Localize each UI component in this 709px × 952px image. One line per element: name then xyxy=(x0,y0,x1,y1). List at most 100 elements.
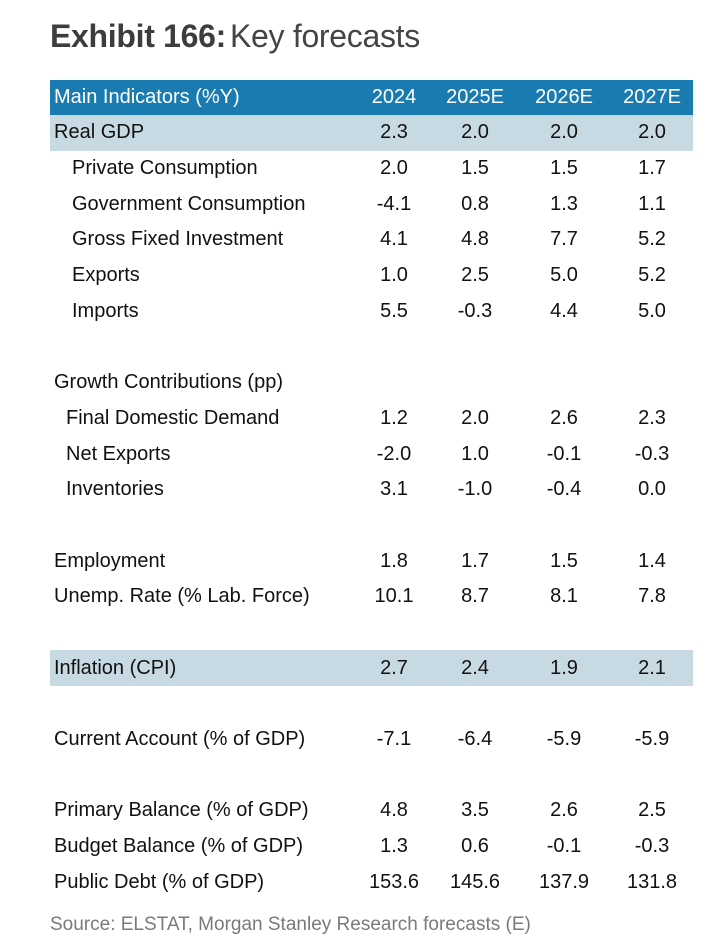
row-value: 2.6 xyxy=(550,799,578,822)
row-value: 131.8 xyxy=(626,870,678,893)
row-value: 2.3 xyxy=(380,121,408,144)
table-row: Public Debt (% of GDP) 153.6 145.6 137.9 131… xyxy=(50,864,693,900)
row-value: -7.1 xyxy=(376,728,412,751)
row-value: 145.6 xyxy=(449,870,501,893)
table-row: Gross Fixed Investment 4.1 4.8 7.7 5.2 xyxy=(50,222,693,258)
row-value: 1.1 xyxy=(638,192,666,215)
row-value: 0.6 xyxy=(461,835,489,858)
spacer-row xyxy=(50,686,693,722)
row-label: Net Exports xyxy=(66,442,171,465)
row-label: Imports xyxy=(72,299,139,322)
row-value: 1.0 xyxy=(380,264,408,287)
row-label: Unemp. Rate (% Lab. Force) xyxy=(54,585,310,608)
row-value: 1.3 xyxy=(550,192,578,215)
row-value: 1.4 xyxy=(638,549,666,572)
spacer-row xyxy=(50,757,693,793)
row-value: 2.0 xyxy=(380,157,408,180)
spacer-row xyxy=(50,508,693,544)
row-label: Government Consumption xyxy=(72,192,306,215)
row-value: -0.3 xyxy=(634,442,670,465)
row-value: -0.1 xyxy=(546,442,582,465)
row-value: -0.3 xyxy=(457,299,493,322)
row-label: Budget Balance (% of GDP) xyxy=(54,835,304,858)
table-header: Main Indicators (%Y) 2024 2025E 2026E 20… xyxy=(50,80,693,115)
row-value: -5.9 xyxy=(546,728,582,751)
row-label: Private Consumption xyxy=(72,157,258,180)
table-row: Final Domestic Demand 1.2 2.0 2.6 2.3 xyxy=(50,401,693,437)
row-label: Public Debt (% of GDP) xyxy=(54,870,265,893)
row-value: 2.6 xyxy=(550,406,578,429)
row-value: 5.0 xyxy=(550,264,578,287)
row-value: 1.0 xyxy=(461,442,489,465)
table-row: Government Consumption -4.1 0.8 1.3 1.1 xyxy=(50,186,693,222)
table-row: Exports 1.0 2.5 5.0 5.2 xyxy=(50,258,693,294)
table-row: Real GDP 2.3 2.0 2.0 2.0 xyxy=(50,115,693,151)
row-value: -0.1 xyxy=(546,835,582,858)
column-header: 2026E xyxy=(535,86,593,108)
row-label: Growth Contributions (pp) xyxy=(54,371,283,394)
table-row: Net Exports -2.0 1.0 -0.1 -0.3 xyxy=(50,436,693,472)
row-value: 2.5 xyxy=(638,799,666,822)
exhibit-number: Exhibit 166: xyxy=(50,18,227,54)
row-value: 1.5 xyxy=(550,157,578,180)
row-value: 1.9 xyxy=(550,656,578,679)
spacer-row xyxy=(50,329,693,365)
row-value: -0.3 xyxy=(634,835,670,858)
row-value: 4.8 xyxy=(461,228,489,251)
row-value: 3.5 xyxy=(461,799,489,822)
row-value: 4.8 xyxy=(380,799,408,822)
table-row: Private Consumption 2.0 1.5 1.5 1.7 xyxy=(50,151,693,187)
row-value: -1.0 xyxy=(457,478,493,501)
row-value: -4.1 xyxy=(376,192,412,215)
row-value: -6.4 xyxy=(457,728,493,751)
row-value: 5.5 xyxy=(380,299,408,322)
row-value: 2.5 xyxy=(461,264,489,287)
row-label: Real GDP xyxy=(54,121,145,144)
row-value: 153.6 xyxy=(368,870,420,893)
header-label: Main Indicators (%Y) xyxy=(54,86,240,108)
source-note: Source: ELSTAT, Morgan Stanley Research … xyxy=(50,914,531,935)
row-value: 4.4 xyxy=(550,299,578,322)
row-value: 1.7 xyxy=(638,157,666,180)
row-value: 1.2 xyxy=(380,406,408,429)
table-row: Employment 1.8 1.7 1.5 1.4 xyxy=(50,543,693,579)
table-row: Growth Contributions (pp) xyxy=(50,365,693,401)
row-label: Inventories xyxy=(66,478,164,501)
exhibit-heading: Key forecasts xyxy=(230,18,420,54)
table-row: Inventories 3.1 -1.0 -0.4 0.0 xyxy=(50,472,693,508)
row-value: 1.7 xyxy=(461,549,489,572)
table-row: Unemp. Rate (% Lab. Force) 10.1 8.7 8.1 7.8 xyxy=(50,579,693,615)
row-value: 2.0 xyxy=(638,121,666,144)
row-value: 10.1 xyxy=(374,585,414,608)
table-row: Imports 5.5 -0.3 4.4 5.0 xyxy=(50,293,693,329)
column-header: 2024 xyxy=(371,86,417,108)
row-value: 5.2 xyxy=(638,228,666,251)
column-header: 2027E xyxy=(623,86,681,108)
row-value: 5.2 xyxy=(638,264,666,287)
row-value: 2.1 xyxy=(638,656,666,679)
row-value: 5.0 xyxy=(638,299,666,322)
row-value: 7.8 xyxy=(638,585,666,608)
table-body: Real GDP 2.3 2.0 2.0 2.0 Private Consumption 2… xyxy=(50,115,693,900)
spacer-row xyxy=(50,615,693,651)
row-label: Gross Fixed Investment xyxy=(72,228,284,251)
row-value: 2.3 xyxy=(638,406,666,429)
row-value: 2.7 xyxy=(380,656,408,679)
row-value: 4.1 xyxy=(380,228,408,251)
row-value: 1.8 xyxy=(380,549,408,572)
row-label: Inflation (CPI) xyxy=(54,656,177,679)
exhibit-title: Exhibit 166: Key forecasts xyxy=(50,18,420,55)
row-label: Employment xyxy=(54,549,166,572)
row-label: Final Domestic Demand xyxy=(66,406,280,429)
row-value: 2.0 xyxy=(550,121,578,144)
row-value: 3.1 xyxy=(380,478,408,501)
row-value: 1.3 xyxy=(380,835,408,858)
table-row: Inflation (CPI) 2.7 2.4 1.9 2.1 xyxy=(50,650,693,686)
row-value: -5.9 xyxy=(634,728,670,751)
forecast-table: Main Indicators (%Y) 2024 2025E 2026E 20… xyxy=(50,80,693,900)
row-value: 8.7 xyxy=(461,585,489,608)
table-row: Primary Balance (% of GDP) 4.8 3.5 2.6 2.5 xyxy=(50,793,693,829)
row-value: -2.0 xyxy=(376,442,412,465)
row-value: 137.9 xyxy=(538,870,590,893)
row-value: 1.5 xyxy=(550,549,578,572)
